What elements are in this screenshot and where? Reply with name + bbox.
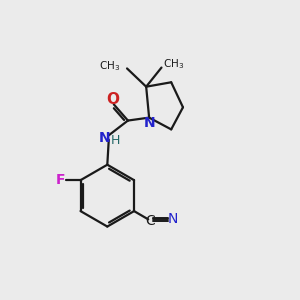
Text: O: O [106, 92, 119, 107]
Text: CH$_3$: CH$_3$ [163, 57, 184, 71]
Text: H: H [111, 134, 120, 147]
Text: C: C [146, 214, 155, 227]
Text: N: N [167, 212, 178, 226]
Text: CH$_3$: CH$_3$ [99, 59, 121, 73]
Text: F: F [56, 173, 66, 187]
Text: N: N [144, 116, 155, 130]
Text: N: N [99, 131, 110, 145]
